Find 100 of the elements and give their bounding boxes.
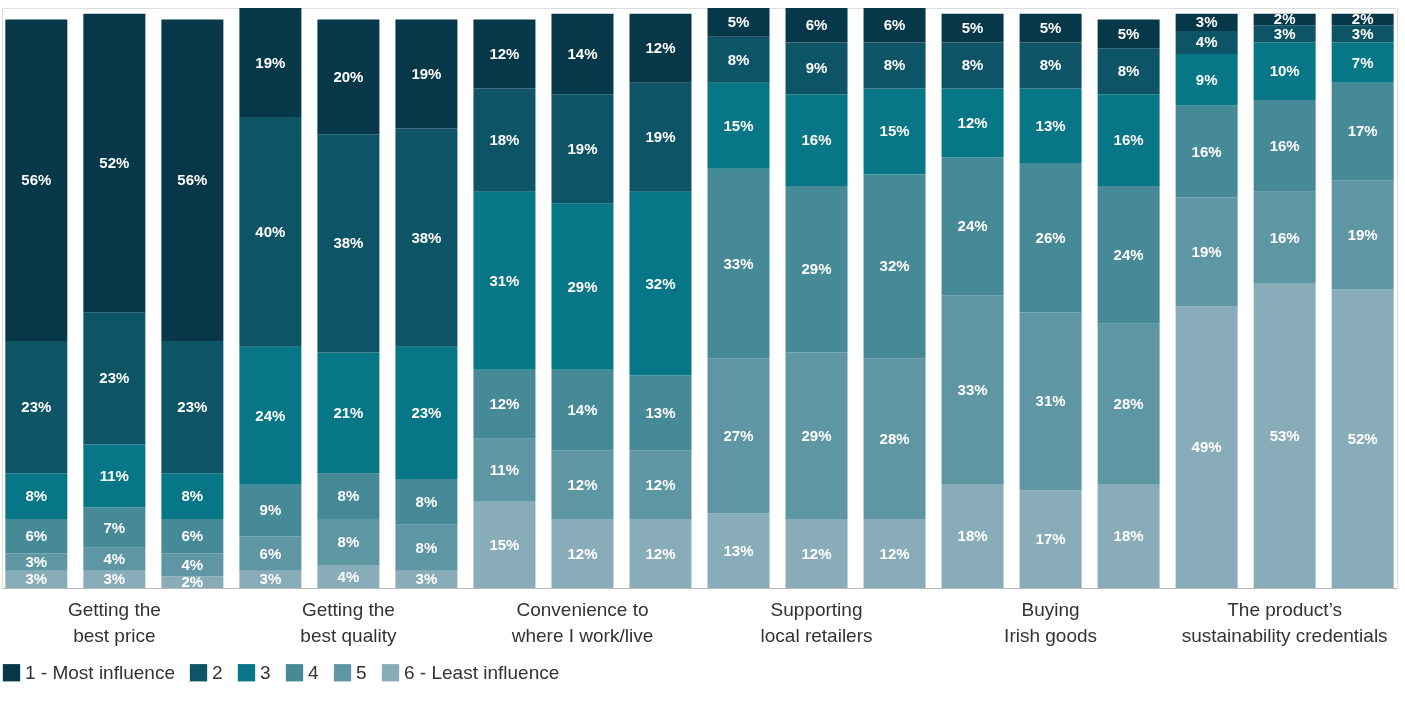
data-label: 6% [259, 544, 282, 562]
bar [1019, 312, 1082, 491]
legend-label: 4 [308, 661, 319, 683]
bar [5, 341, 68, 474]
data-label: 15% [723, 116, 754, 134]
data-label: 28% [879, 429, 910, 447]
bar [161, 473, 224, 520]
bar [707, 8, 770, 37]
data-label: 8% [415, 538, 438, 556]
bar [239, 117, 302, 347]
data-label: 15% [489, 535, 520, 553]
bar [317, 519, 380, 566]
data-label: 12% [957, 113, 988, 131]
data-label: 16% [1191, 142, 1222, 160]
bar [239, 346, 302, 485]
bar [785, 352, 848, 520]
bar [239, 484, 302, 537]
bar [1253, 191, 1316, 284]
data-label: 19% [411, 65, 442, 83]
bar [1019, 163, 1082, 313]
data-label: 3% [103, 570, 126, 588]
legend-label: 3 [260, 661, 271, 683]
bar [395, 128, 458, 347]
bar [707, 513, 770, 588]
bar [941, 88, 1004, 158]
bar [83, 13, 146, 313]
data-label: 17% [1347, 122, 1378, 140]
bar [629, 519, 692, 588]
bar [1331, 82, 1394, 181]
bar [1019, 42, 1082, 89]
bar [5, 19, 68, 342]
legend-label: 6 - Least influence [404, 661, 560, 683]
data-label: 24% [1113, 245, 1144, 263]
data-label: 33% [723, 254, 754, 272]
data-label: 19% [645, 128, 676, 146]
bar [83, 312, 146, 445]
bar [1097, 19, 1160, 49]
data-label: 4% [181, 556, 204, 574]
data-label: 56% [177, 171, 208, 189]
data-label: 38% [333, 234, 364, 252]
x-tick-label: Buying Irish goods [1004, 598, 1098, 646]
data-label: 13% [723, 541, 754, 559]
data-label: 49% [1191, 438, 1222, 456]
bar [1097, 186, 1160, 324]
bar [83, 444, 146, 508]
data-label: 3% [25, 553, 48, 571]
bar [473, 19, 536, 89]
data-label: 11% [489, 461, 520, 479]
bar [395, 19, 458, 129]
bar [473, 191, 536, 370]
data-label: 12% [879, 544, 910, 562]
data-label: 31% [1035, 392, 1066, 410]
data-label: 16% [1269, 136, 1300, 154]
data-label: 38% [411, 228, 442, 246]
bar [1019, 88, 1082, 164]
x-tick-label: Supporting local retailers [760, 598, 873, 646]
data-label: 4% [1195, 33, 1218, 51]
data-label: 18% [1113, 527, 1144, 545]
data-label: 56% [21, 171, 52, 189]
data-label: 5% [1039, 19, 1062, 37]
bar [551, 450, 614, 520]
bar [395, 346, 458, 479]
data-label: 18% [489, 131, 520, 149]
data-label: 9% [805, 59, 828, 77]
data-label: 14% [567, 44, 598, 62]
bar [1175, 105, 1238, 198]
bar [395, 524, 458, 571]
bar [863, 174, 926, 359]
bar [785, 42, 848, 95]
data-label: 20% [333, 67, 364, 85]
data-label: 12% [567, 544, 598, 562]
data-label: 7% [103, 518, 126, 536]
data-label: 12% [645, 475, 676, 493]
bar [551, 94, 614, 204]
bar [1253, 42, 1316, 100]
bar [785, 94, 848, 187]
x-tick-label: The product’s sustainability credentials [1181, 598, 1388, 646]
bar [863, 42, 926, 89]
data-label: 33% [957, 380, 988, 398]
bar [5, 473, 68, 520]
data-label: 5% [1117, 24, 1140, 42]
x-tick-label: Convenience to where I work/live [510, 598, 654, 646]
bar [473, 369, 536, 439]
bar [1097, 48, 1160, 95]
bar [473, 501, 536, 588]
data-label: 16% [1113, 131, 1144, 149]
data-label: 19% [1191, 243, 1222, 261]
bar [629, 450, 692, 520]
data-label: 17% [1035, 530, 1066, 548]
data-label: 12% [645, 39, 676, 57]
data-label: 18% [957, 527, 988, 545]
bar [707, 82, 770, 169]
data-label: 12% [489, 395, 520, 413]
data-label: 6% [883, 16, 906, 34]
data-label: 10% [1269, 62, 1300, 80]
bar [629, 82, 692, 192]
bar [1175, 53, 1238, 106]
data-label: 21% [333, 403, 364, 421]
bar [317, 565, 380, 588]
data-label: 15% [879, 122, 910, 140]
